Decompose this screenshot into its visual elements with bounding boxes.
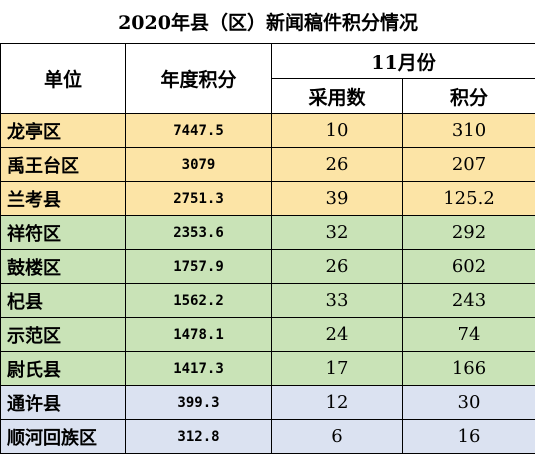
unit-name-cell: 禹王台区 [0, 147, 126, 182]
annual-score-cell: 2751.3 [125, 181, 272, 216]
table-row: 杞县 1562.2 33 243 [0, 283, 535, 318]
adopted-count-cell: 32 [271, 215, 403, 250]
month-score-cell: 292 [401, 215, 535, 250]
table-title: 2020年县（区）新闻稿件积分情况 [0, 0, 535, 44]
adopted-count-cell: 33 [271, 283, 403, 318]
month-score-cell: 125.2 [401, 181, 535, 216]
unit-name-cell: 祥符区 [0, 215, 126, 250]
month-score-cell: 310 [401, 113, 535, 148]
month-score-cell: 207 [401, 147, 535, 182]
header-score: 积分 [401, 78, 535, 114]
adopted-count-cell: 39 [271, 181, 403, 216]
adopted-count-cell: 10 [271, 113, 403, 148]
table-row: 示范区 1478.1 24 74 [0, 317, 535, 352]
header-month: 11月份 [270, 43, 535, 79]
table-row: 尉氏县 1417.3 17 166 [0, 351, 535, 386]
header-adopted: 采用数 [271, 78, 403, 114]
annual-score-cell: 1562.2 [125, 283, 272, 318]
adopted-count-cell: 26 [271, 147, 403, 182]
annual-score-cell: 399.3 [125, 385, 272, 420]
annual-score-cell: 7447.5 [125, 113, 272, 148]
adopted-count-cell: 24 [271, 317, 403, 352]
table-row: 祥符区 2353.6 32 292 [0, 215, 535, 250]
unit-name-cell: 龙亭区 [0, 113, 126, 148]
month-score-cell: 166 [401, 351, 535, 386]
table-row: 顺河回族区 312.8 6 16 [0, 419, 535, 454]
table-row: 通许县 399.3 12 30 [0, 385, 535, 420]
unit-name-cell: 通许县 [0, 385, 126, 420]
month-score-cell: 243 [401, 283, 535, 318]
unit-name-cell: 兰考县 [0, 181, 126, 216]
header-unit: 单位 [0, 43, 126, 114]
annual-score-cell: 1757.9 [125, 249, 272, 284]
table-row: 禹王台区 3079 26 207 [0, 147, 535, 182]
unit-name-cell: 鼓楼区 [0, 249, 126, 284]
month-score-cell: 74 [401, 317, 535, 352]
annual-score-cell: 3079 [125, 147, 272, 182]
adopted-count-cell: 17 [271, 351, 403, 386]
unit-name-cell: 顺河回族区 [0, 419, 126, 454]
month-score-cell: 602 [401, 249, 535, 284]
annual-score-cell: 312.8 [125, 419, 272, 454]
month-score-cell: 16 [401, 419, 535, 454]
table-row: 龙亭区 7447.5 10 310 [0, 113, 535, 148]
table-row: 兰考县 2751.3 39 125.2 [0, 181, 535, 216]
unit-name-cell: 杞县 [0, 283, 126, 318]
adopted-count-cell: 6 [271, 419, 403, 454]
month-score-cell: 30 [401, 385, 535, 420]
annual-score-cell: 1478.1 [125, 317, 272, 352]
annual-score-cell: 1417.3 [125, 351, 272, 386]
header-annual-score: 年度积分 [125, 43, 272, 114]
adopted-count-cell: 26 [271, 249, 403, 284]
table-row: 鼓楼区 1757.9 26 602 [0, 249, 535, 284]
adopted-count-cell: 12 [271, 385, 403, 420]
unit-name-cell: 尉氏县 [0, 351, 126, 386]
unit-name-cell: 示范区 [0, 317, 126, 352]
annual-score-cell: 2353.6 [125, 215, 272, 250]
